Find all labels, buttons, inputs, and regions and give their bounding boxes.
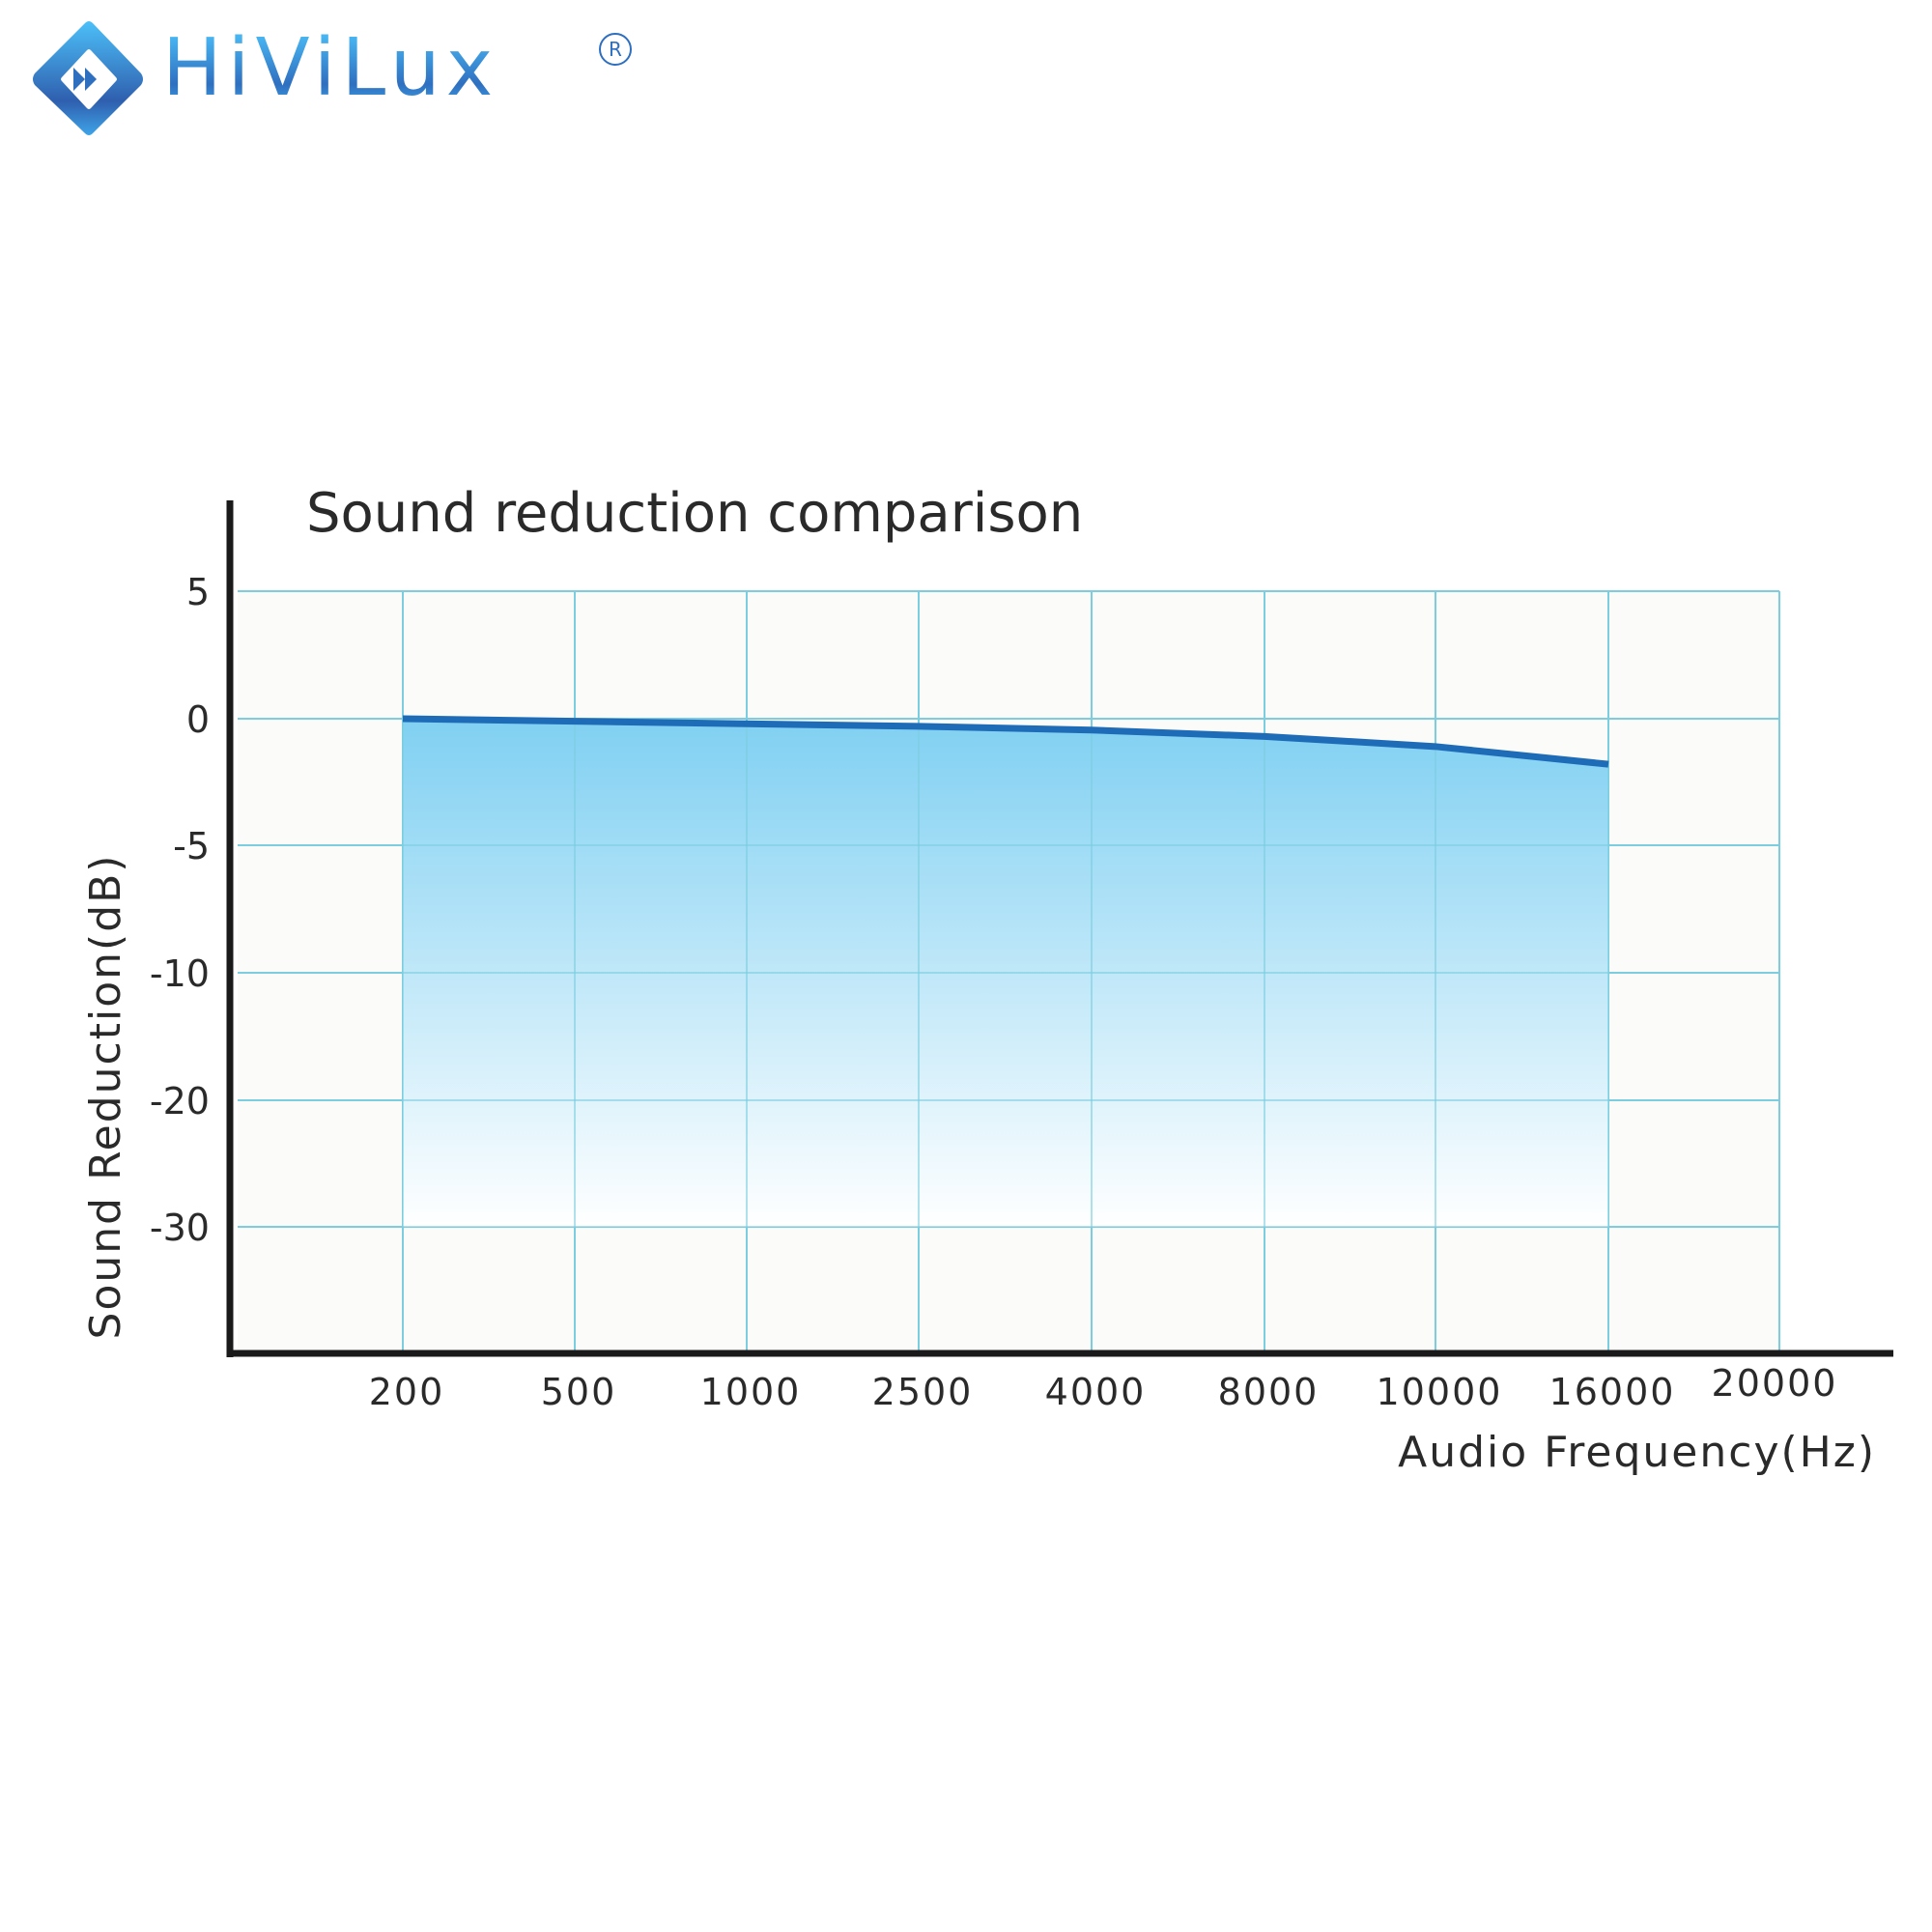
x-tick-label: 20000 <box>1712 1362 1838 1405</box>
y-tick-label: 0 <box>186 698 210 741</box>
x-tick-label: 2500 <box>872 1371 974 1413</box>
y-axis-label: Sound Reduction(dB) <box>81 854 130 1340</box>
y-tick-label: -10 <box>150 952 210 995</box>
x-tick-label: 16000 <box>1549 1371 1676 1413</box>
x-tick-label: 200 <box>369 1371 445 1413</box>
x-tick-label: 8000 <box>1218 1371 1320 1413</box>
x-tick-label: 10000 <box>1377 1371 1503 1413</box>
y-tick-label: -20 <box>150 1080 210 1122</box>
x-axis-label: Audio Frequency(Hz) <box>1398 1428 1876 1477</box>
hivilux-logo-icon <box>33 21 143 135</box>
y-tick-label: -30 <box>150 1207 210 1249</box>
y-tick-label: -5 <box>173 825 210 867</box>
x-tick-label: 500 <box>541 1371 617 1413</box>
x-tick-label: 1000 <box>700 1371 802 1413</box>
chart-title: Sound reduction comparison <box>306 482 1083 545</box>
y-tick-label: 5 <box>186 571 210 613</box>
registered-mark: R <box>599 33 632 66</box>
x-tick-label: 4000 <box>1045 1371 1147 1413</box>
brand-name: HiViLux <box>162 22 499 114</box>
series-line <box>402 715 1609 768</box>
